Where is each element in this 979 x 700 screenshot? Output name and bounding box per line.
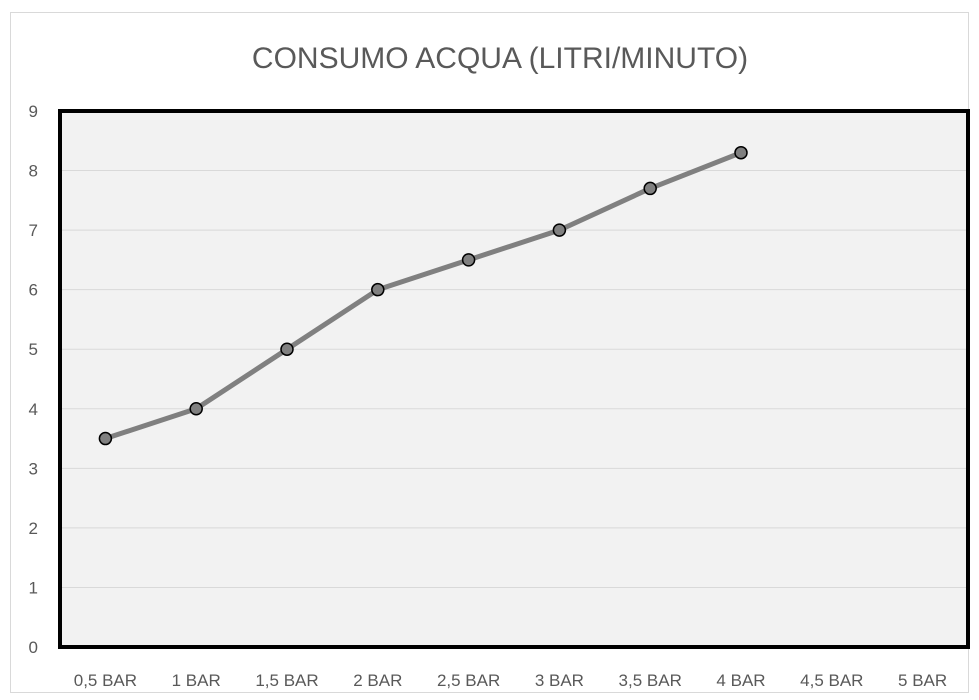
x-tick-label: 3,5 BAR xyxy=(619,671,682,690)
y-tick-label: 4 xyxy=(29,400,38,419)
y-tick-label: 0 xyxy=(29,638,38,657)
data-point xyxy=(643,181,657,196)
series-layer xyxy=(98,145,748,446)
plot-area xyxy=(60,111,968,647)
plot-border xyxy=(58,109,970,649)
series-line xyxy=(102,150,744,442)
y-tick-label: 6 xyxy=(29,281,38,300)
y-tick-label: 3 xyxy=(29,459,38,478)
x-tick-label: 1 BAR xyxy=(172,671,221,690)
chart-title: CONSUMO ACQUA (LITRI/MINUTO) xyxy=(252,42,748,75)
y-axis-tick-labels: 0 1 2 3 4 5 6 7 8 9 xyxy=(29,102,38,657)
x-tick-label: 0,5 BAR xyxy=(74,671,137,690)
data-point xyxy=(552,223,567,237)
x-axis-tick-labels: 0,5 BAR 1 BAR 1,5 BAR 2 BAR 2,5 BAR 3 BAR 3,5 … xyxy=(74,671,947,690)
x-tick-label: 4,5 BAR xyxy=(800,671,863,690)
x-tick-label: 2 BAR xyxy=(353,671,402,690)
x-tick-label: 2,5 BAR xyxy=(437,671,500,690)
y-tick-label: 1 xyxy=(29,578,38,597)
x-tick-label: 3 BAR xyxy=(535,671,584,690)
data-point xyxy=(461,253,476,267)
y-tick-label: 5 xyxy=(29,340,38,359)
data-point xyxy=(98,431,113,446)
x-tick-label: 5 BAR xyxy=(898,671,947,690)
gridlines xyxy=(60,170,968,588)
data-point xyxy=(371,282,385,297)
y-tick-label: 2 xyxy=(29,519,38,538)
y-tick-label: 8 xyxy=(29,162,38,181)
x-tick-label: 4 BAR xyxy=(716,671,765,690)
data-point xyxy=(734,145,748,160)
y-tick-label: 9 xyxy=(29,102,38,121)
y-tick-label: 7 xyxy=(29,221,38,240)
data-point xyxy=(189,402,203,416)
data-point xyxy=(280,342,294,356)
x-tick-label: 1,5 BAR xyxy=(255,671,318,690)
